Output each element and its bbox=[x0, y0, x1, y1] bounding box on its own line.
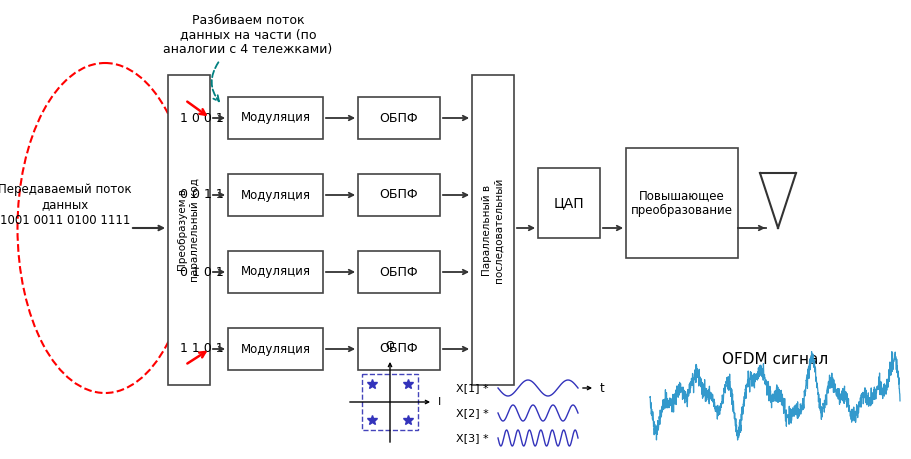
Text: Разбиваем поток
данных на части (по
аналогии с 4 тележками): Разбиваем поток данных на части (по анал… bbox=[163, 13, 333, 56]
Text: Параллельный в
последовательный: Параллельный в последовательный bbox=[482, 177, 503, 283]
Text: 1 0 0 1: 1 0 0 1 bbox=[180, 112, 224, 124]
Text: 0 0 1 1: 0 0 1 1 bbox=[180, 189, 224, 202]
Text: Модуляция: Модуляция bbox=[241, 342, 310, 356]
Bar bbox=[625, 148, 737, 258]
Text: Модуляция: Модуляция bbox=[241, 189, 310, 202]
Text: ОБПФ: ОБПФ bbox=[379, 189, 418, 202]
Text: X[1] *: X[1] * bbox=[456, 383, 488, 393]
Bar bbox=[358, 174, 439, 216]
Text: ОБПФ: ОБПФ bbox=[379, 265, 418, 279]
Bar bbox=[537, 168, 599, 238]
Bar bbox=[362, 374, 417, 430]
Text: Модуляция: Модуляция bbox=[241, 112, 310, 124]
Text: Преобразуем в
параллельный код: Преобразуем в параллельный код bbox=[178, 178, 200, 282]
Text: 0 1 0 1: 0 1 0 1 bbox=[180, 265, 224, 279]
Text: X[3] *: X[3] * bbox=[456, 433, 488, 443]
Text: X[2] *: X[2] * bbox=[456, 408, 488, 418]
Text: ОБПФ: ОБПФ bbox=[379, 342, 418, 356]
Text: Q: Q bbox=[385, 341, 394, 351]
Text: Повышающее
преобразование: Повышающее преобразование bbox=[630, 189, 732, 217]
Bar bbox=[228, 97, 322, 139]
Bar bbox=[228, 174, 322, 216]
Bar bbox=[228, 328, 322, 370]
Text: I: I bbox=[437, 397, 441, 407]
Text: ОБПФ: ОБПФ bbox=[379, 112, 418, 124]
Bar bbox=[168, 75, 210, 385]
Text: ЦАП: ЦАП bbox=[553, 196, 584, 210]
Bar bbox=[358, 251, 439, 293]
Text: Передаваемый поток
данных
1001 0011 0100 1111: Передаваемый поток данных 1001 0011 0100… bbox=[0, 184, 132, 226]
Bar bbox=[358, 328, 439, 370]
Bar bbox=[228, 251, 322, 293]
Text: t: t bbox=[599, 381, 604, 394]
Bar bbox=[472, 75, 514, 385]
Bar bbox=[358, 97, 439, 139]
Text: Модуляция: Модуляция bbox=[241, 265, 310, 279]
Text: 1 1 0 1: 1 1 0 1 bbox=[180, 342, 224, 356]
Text: OFDM сигнал: OFDM сигнал bbox=[722, 353, 827, 368]
